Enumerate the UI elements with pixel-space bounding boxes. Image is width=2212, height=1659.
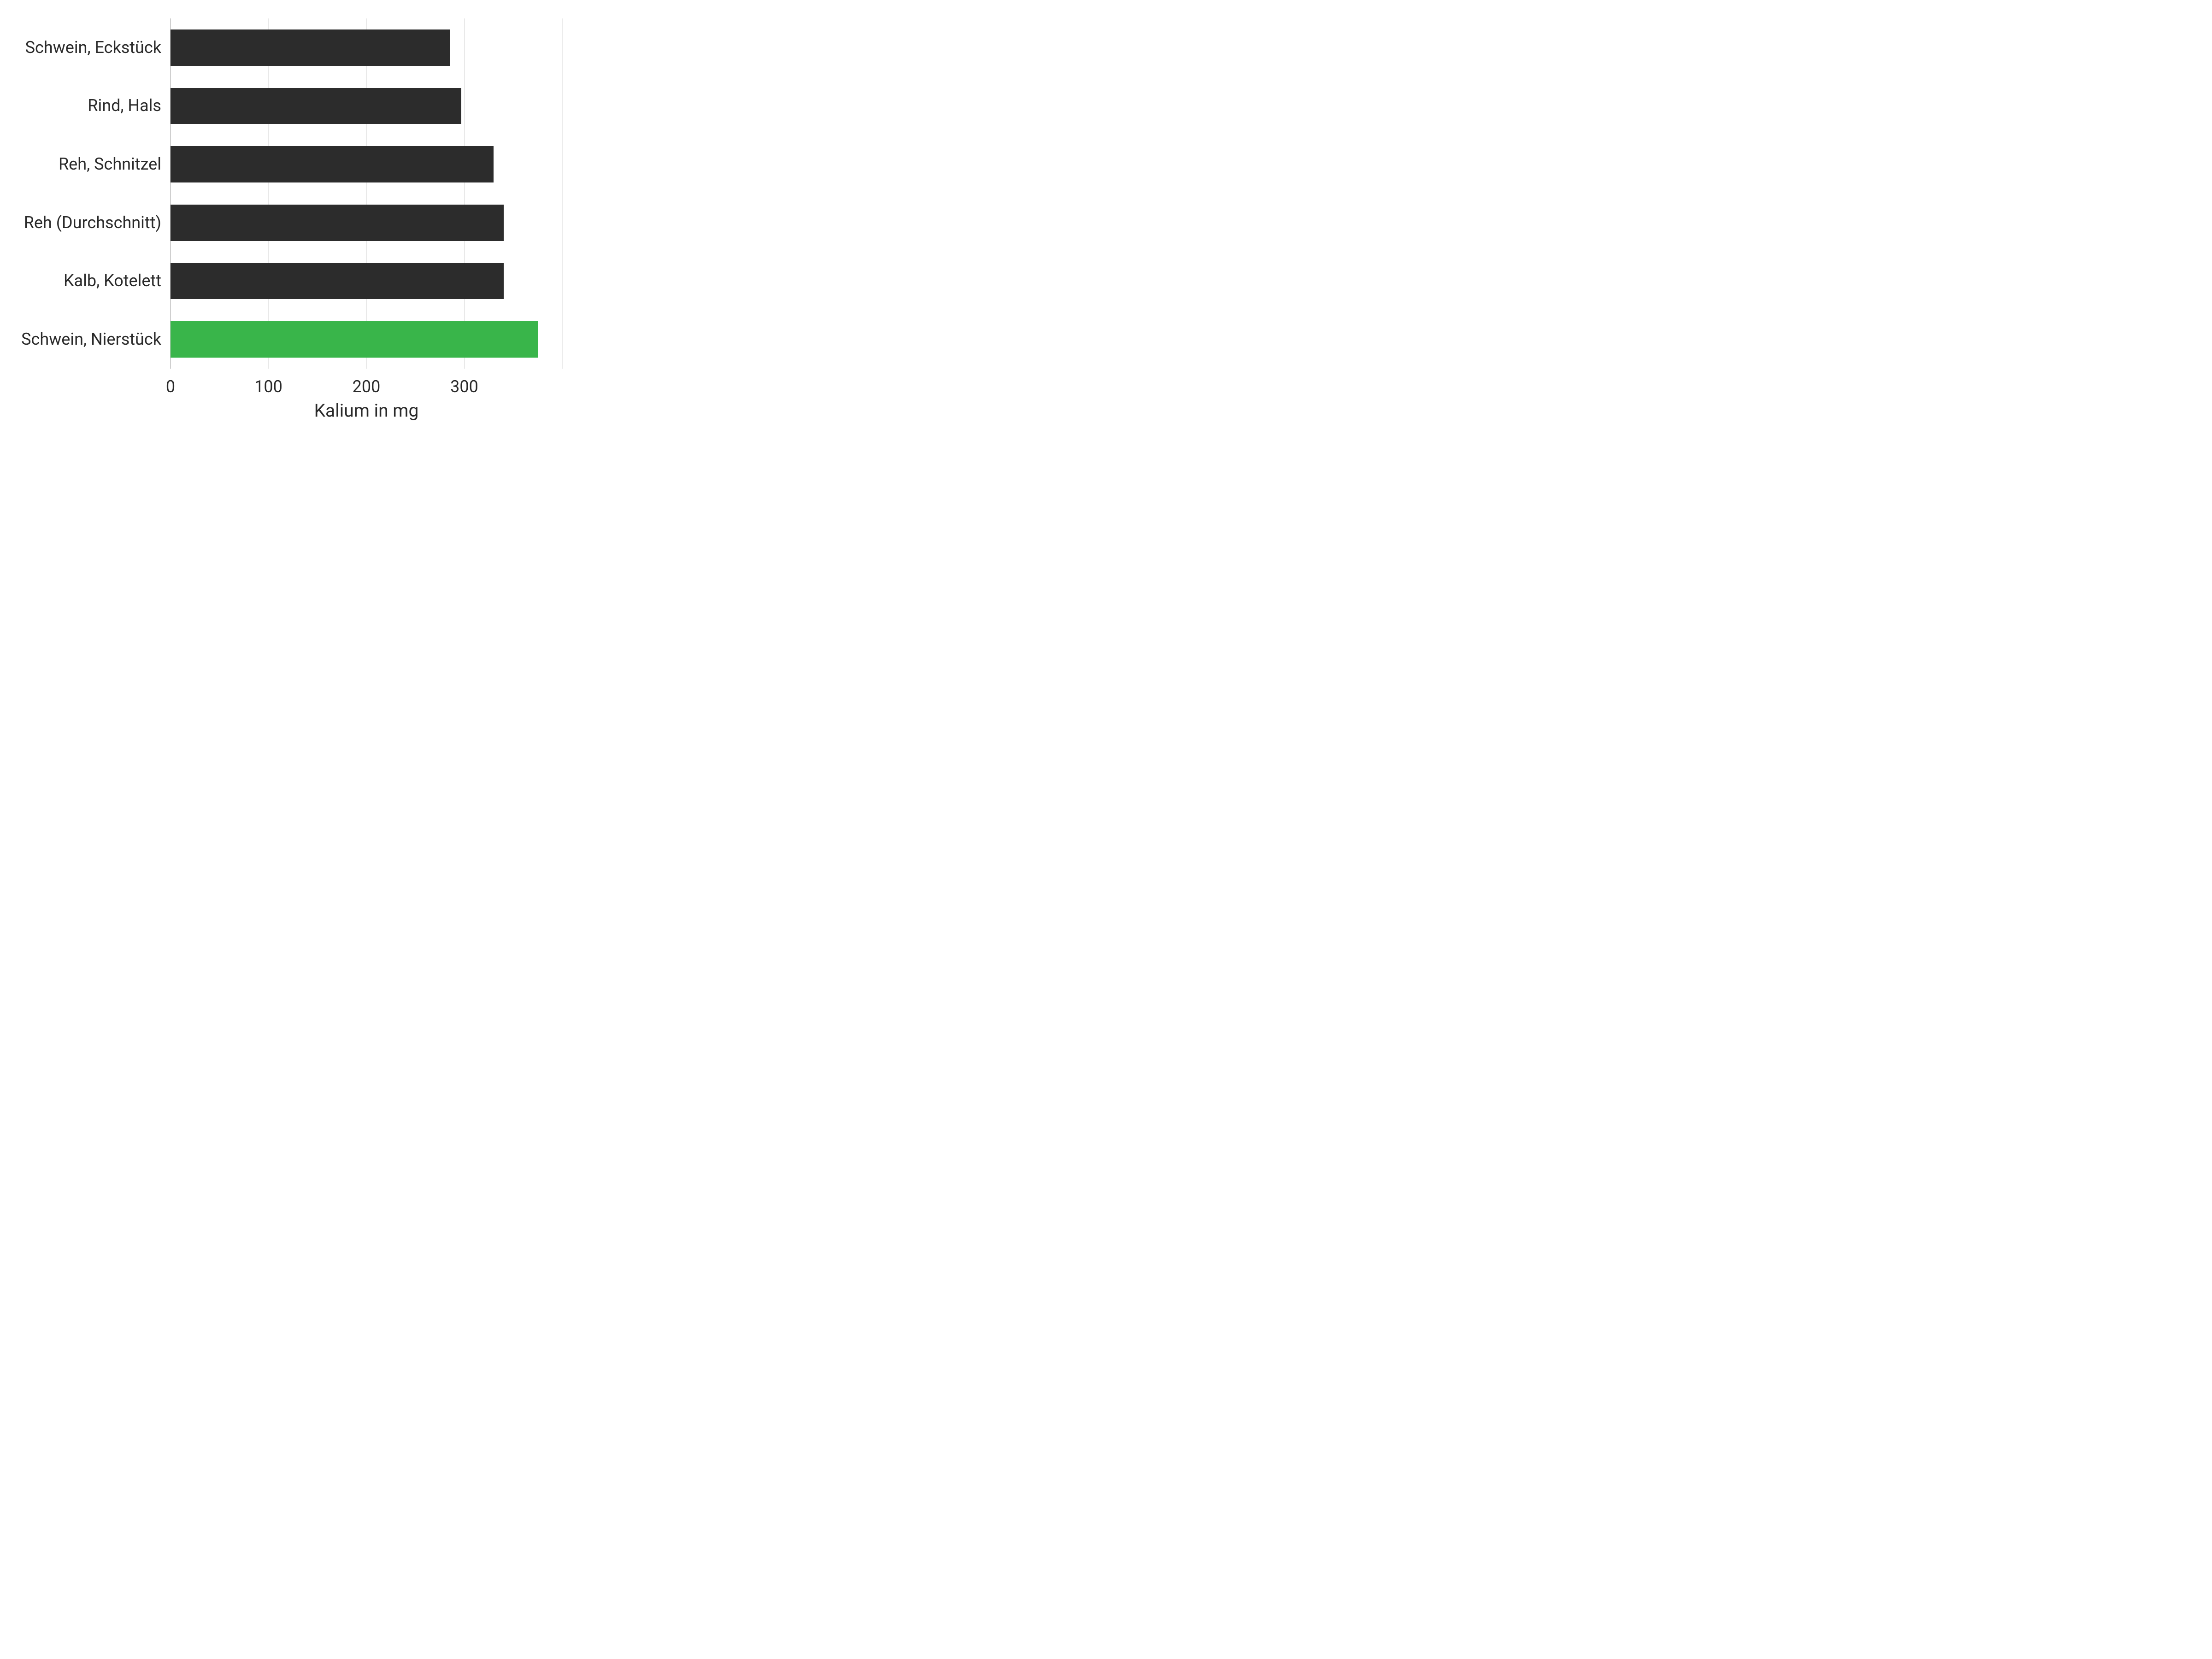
bar: [171, 263, 504, 300]
bar: [171, 29, 450, 66]
kalium-bar-chart: Schwein, Eckstück Rind, Hals Reh, Schnitze…: [0, 0, 590, 442]
y-axis-label: Rind, Hals: [5, 96, 161, 115]
y-axis-label: Schwein, Eckstück: [5, 38, 161, 57]
x-tick-label: 100: [246, 377, 292, 396]
x-gridline: [562, 18, 563, 369]
x-baseline: [170, 18, 171, 369]
x-gridline: [268, 18, 269, 369]
x-tick-label: 200: [343, 377, 389, 396]
x-axis-title: Kalium in mg: [171, 400, 562, 421]
bar: [171, 146, 494, 182]
y-axis-label: Reh, Schnitzel: [5, 154, 161, 174]
x-tick-label: 300: [441, 377, 488, 396]
bar: [171, 88, 461, 124]
x-tick-label: 0: [147, 377, 194, 396]
x-gridline: [366, 18, 367, 369]
bar: [171, 205, 504, 241]
bar: [171, 321, 538, 358]
y-axis-label: Reh (Durchschnitt): [5, 213, 161, 232]
plot-area: [171, 18, 562, 369]
x-gridline: [464, 18, 465, 369]
y-axis-label: Schwein, Nierstück: [5, 329, 161, 349]
y-axis-label: Kalb, Kotelett: [5, 271, 161, 290]
